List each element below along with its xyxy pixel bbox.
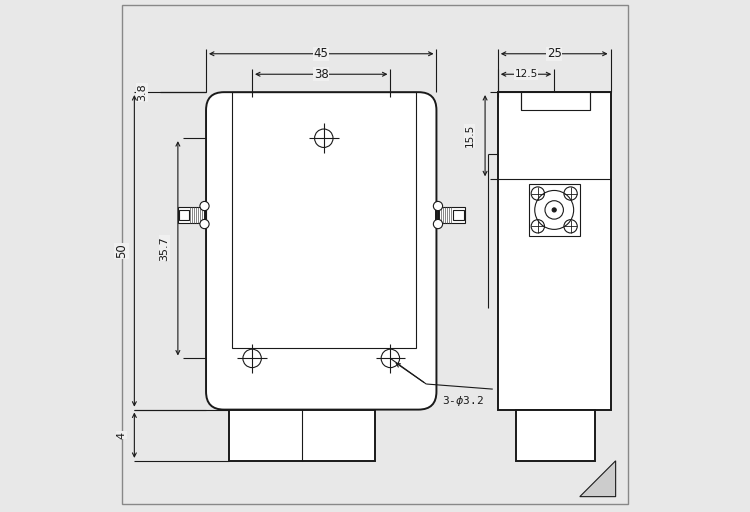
Bar: [178, 207, 206, 223]
Text: 35.7: 35.7: [159, 236, 169, 261]
Circle shape: [433, 201, 442, 210]
Circle shape: [552, 208, 556, 212]
Bar: [436, 207, 464, 223]
Circle shape: [200, 201, 209, 210]
Polygon shape: [580, 461, 616, 497]
Bar: [453, 210, 464, 220]
FancyBboxPatch shape: [206, 92, 436, 410]
Text: 45: 45: [314, 47, 328, 60]
Text: 15.5: 15.5: [465, 124, 475, 147]
Circle shape: [200, 220, 209, 229]
Text: 12.5: 12.5: [514, 69, 538, 79]
Bar: [232, 92, 416, 348]
Bar: [179, 210, 189, 220]
Bar: [498, 92, 610, 410]
Bar: [229, 410, 375, 461]
Bar: [529, 184, 580, 236]
Text: 3-$\phi$3.2: 3-$\phi$3.2: [442, 394, 484, 408]
Text: 3.8: 3.8: [137, 83, 147, 101]
Circle shape: [433, 220, 442, 229]
Bar: [516, 410, 596, 461]
Text: 4: 4: [116, 432, 127, 439]
Bar: [521, 92, 590, 110]
Text: 38: 38: [314, 68, 328, 81]
Text: 25: 25: [547, 47, 562, 60]
Text: 50: 50: [115, 244, 128, 258]
